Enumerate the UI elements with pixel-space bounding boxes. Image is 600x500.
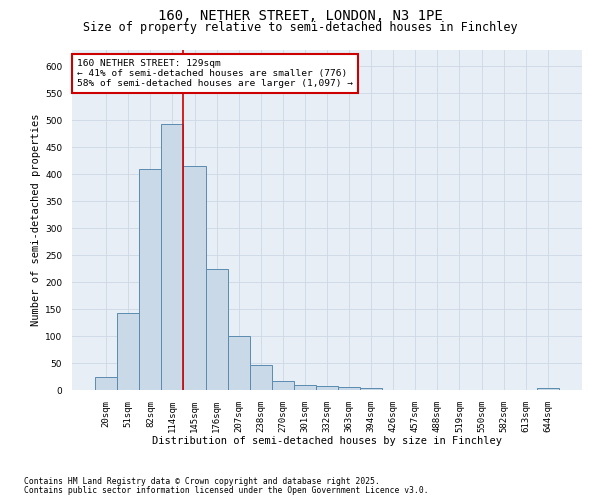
- X-axis label: Distribution of semi-detached houses by size in Finchley: Distribution of semi-detached houses by …: [152, 436, 502, 446]
- Bar: [95, 376, 117, 390]
- Bar: [360, 388, 382, 390]
- Bar: [161, 124, 184, 390]
- Text: Size of property relative to semi-detached houses in Finchley: Size of property relative to semi-detach…: [83, 21, 517, 34]
- Bar: [338, 388, 360, 390]
- Bar: [272, 381, 294, 390]
- Bar: [316, 386, 338, 390]
- Bar: [139, 168, 161, 390]
- Bar: [250, 364, 272, 390]
- Bar: [294, 384, 316, 390]
- Bar: [537, 388, 559, 390]
- Bar: [206, 268, 227, 390]
- Bar: [117, 313, 139, 390]
- Text: Contains HM Land Registry data © Crown copyright and database right 2025.: Contains HM Land Registry data © Crown c…: [24, 477, 380, 486]
- Bar: [184, 166, 206, 390]
- Text: 160, NETHER STREET, LONDON, N3 1PE: 160, NETHER STREET, LONDON, N3 1PE: [158, 9, 442, 23]
- Y-axis label: Number of semi-detached properties: Number of semi-detached properties: [31, 114, 41, 326]
- Bar: [227, 336, 250, 390]
- Text: Contains public sector information licensed under the Open Government Licence v3: Contains public sector information licen…: [24, 486, 428, 495]
- Text: 160 NETHER STREET: 129sqm
← 41% of semi-detached houses are smaller (776)
58% of: 160 NETHER STREET: 129sqm ← 41% of semi-…: [77, 58, 353, 88]
